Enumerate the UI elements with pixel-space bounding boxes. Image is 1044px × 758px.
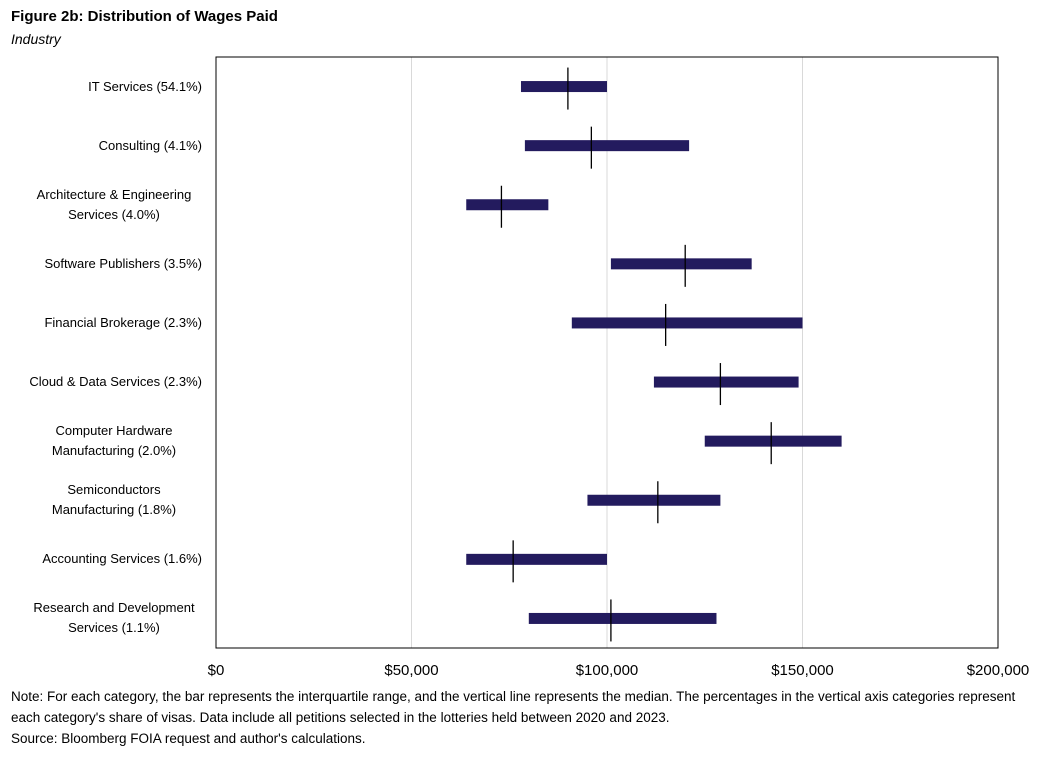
category-label-box: Accounting Services (1.6%) [2,549,202,569]
x-tick-label: $200,000 [967,662,1030,679]
category-label-box: Consulting (4.1%) [2,136,202,156]
y-tick-label: IT Services (54.1%) [88,78,202,94]
iqr-bar [704,435,842,447]
source: Source: Bloomberg FOIA request and autho… [11,731,366,746]
iqr-bar [653,376,799,388]
x-tick-label: $150,000 [771,662,834,679]
note: Note: For each category, the bar represe… [11,689,1016,725]
x-tick-label: $100,000 [576,662,639,679]
y-tick-label: Accounting Services (1.6%) [42,551,202,567]
iqr-bar [466,553,607,565]
y-tick-label: Semiconductors Manufacturing (1.8%) [51,482,177,518]
iqr-bar [520,81,607,93]
x-tick-label: $50,000 [384,662,438,679]
y-tick-label: Architecture & Engineering Services (4.0… [36,186,192,222]
category-label-box: Architecture & Engineering Services (4.0… [2,185,202,225]
x-tick-label: $0 [208,662,225,679]
y-tick-label: Research and Development Services (1.1%) [33,600,195,636]
y-tick-label: Computer Hardware Manufacturing (2.0%) [51,423,177,459]
category-label-box: Semiconductors Manufacturing (1.8%) [2,480,202,520]
y-tick-label: Cloud & Data Services (2.3%) [29,374,202,390]
category-label-box: Software Publishers (3.5%) [2,254,202,274]
plot-border [215,56,999,649]
iqr-bar [466,199,549,211]
iqr-bar [610,258,752,270]
chart-title: Figure 2b: Distribution of Wages Paid [11,8,278,25]
iqr-bar [528,612,717,624]
iqr-bar [587,494,721,506]
notes: Note: For each category, the bar represe… [11,686,1036,749]
category-label-box: Financial Brokerage (2.3%) [2,313,202,333]
category-label-box: IT Services (54.1%) [2,77,202,97]
y-tick-label: Consulting (4.1%) [98,137,202,153]
iqr-bar [524,140,690,152]
category-label-box: Research and Development Services (1.1%) [2,598,202,638]
y-tick-label: Software Publishers (3.5%) [44,255,202,271]
category-label-box: Cloud & Data Services (2.3%) [2,372,202,392]
y-tick-label: Financial Brokerage (2.3%) [44,314,202,330]
category-label-box: Computer Hardware Manufacturing (2.0%) [2,421,202,461]
chart-subtitle: Industry [11,31,61,47]
iqr-bar [571,317,803,329]
